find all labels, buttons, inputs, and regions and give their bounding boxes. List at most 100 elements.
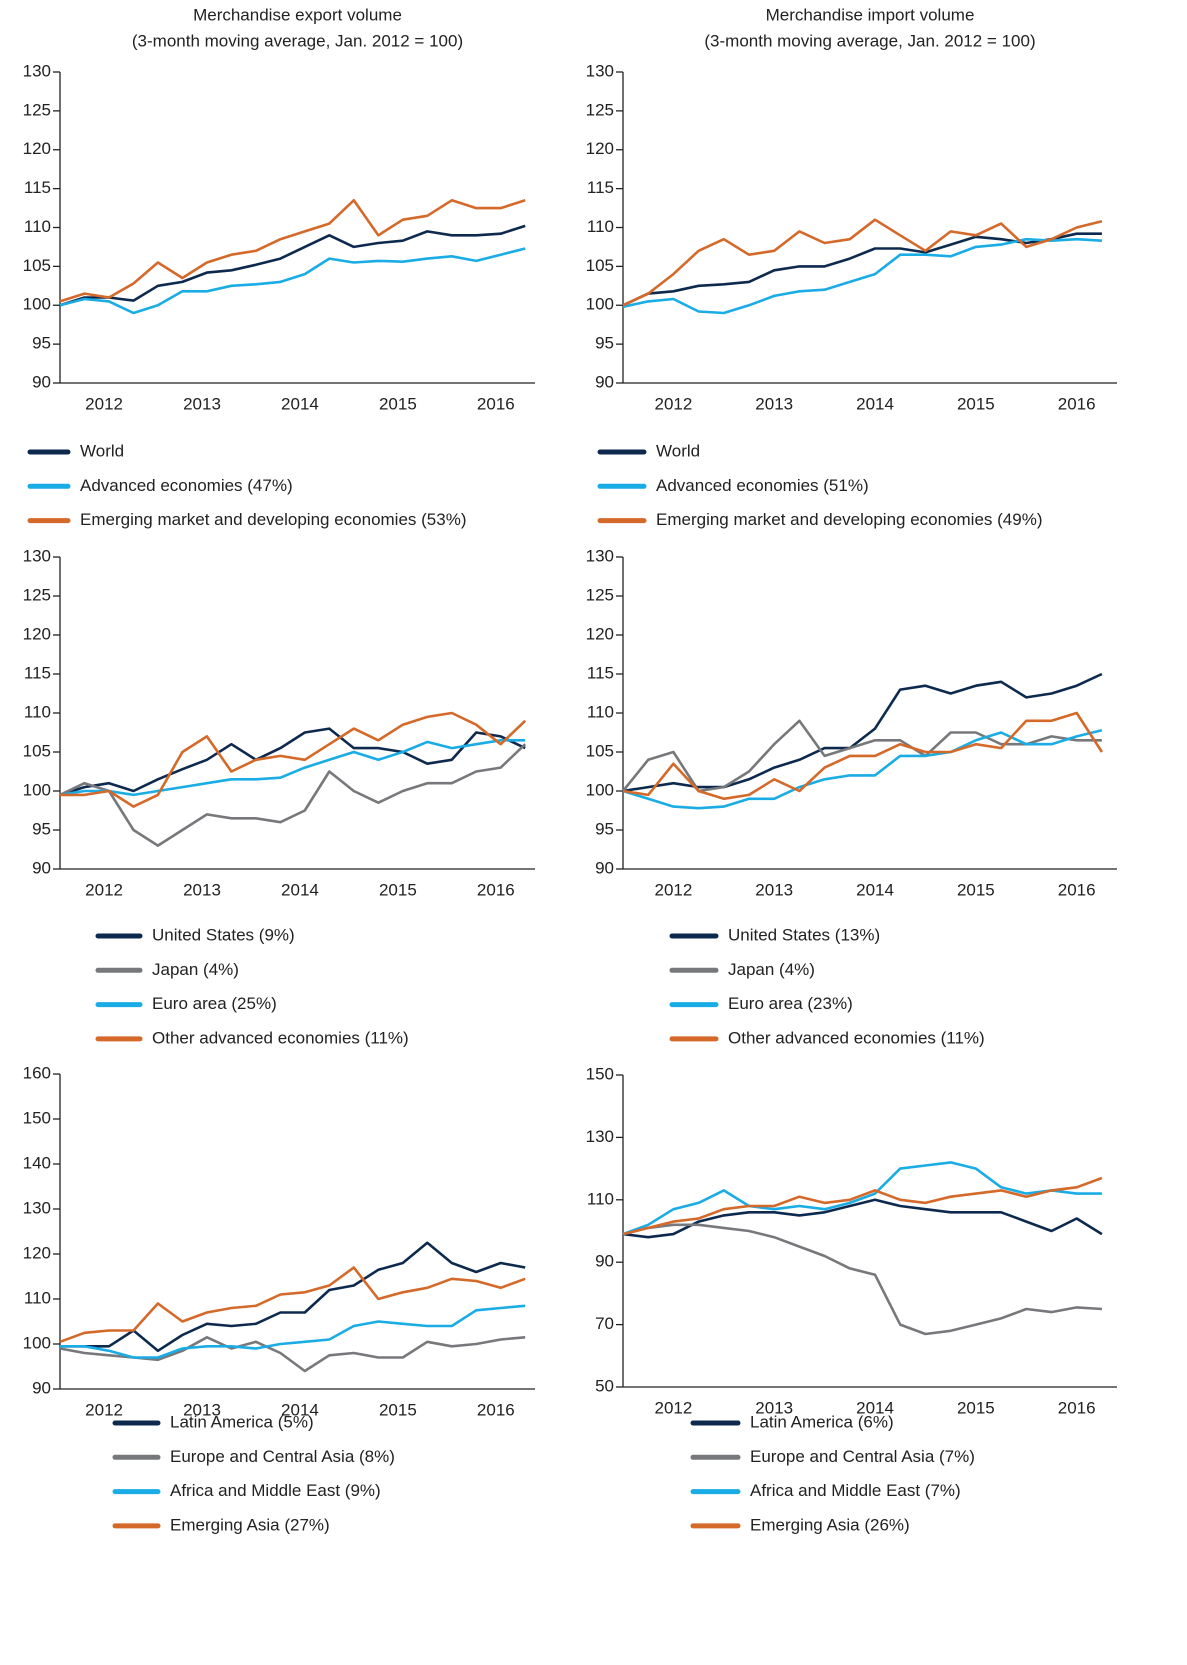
x-tick-label: 2015 bbox=[379, 880, 417, 899]
y-tick-label: 115 bbox=[24, 663, 51, 682]
legend-label: Euro area (23%) bbox=[728, 994, 853, 1013]
y-tick-label: 115 bbox=[587, 178, 614, 197]
series-line bbox=[622, 1161, 1102, 1236]
y-tick-label: 110 bbox=[587, 702, 614, 721]
y-tick-label: 110 bbox=[587, 1189, 614, 1208]
legend-label: Emerging market and developing economies… bbox=[656, 510, 1042, 529]
series-line bbox=[59, 224, 526, 307]
x-tick-label: 2012 bbox=[654, 880, 692, 899]
x-tick-label: 2012 bbox=[654, 1398, 692, 1417]
y-tick-label: 130 bbox=[23, 1198, 51, 1217]
legend-label: United States (13%) bbox=[728, 925, 880, 944]
y-tick-label: 90 bbox=[32, 372, 51, 391]
y-tick-label: 150 bbox=[586, 1064, 614, 1083]
series-line bbox=[59, 743, 527, 847]
y-tick-label: 140 bbox=[23, 1153, 51, 1172]
y-tick-label: 105 bbox=[586, 741, 614, 760]
x-tick-label: 2014 bbox=[856, 394, 894, 413]
y-tick-label: 115 bbox=[24, 178, 51, 197]
x-tick-label: 2014 bbox=[856, 1398, 894, 1417]
y-tick-label: 70 bbox=[595, 1314, 614, 1333]
legend-label: Euro area (25%) bbox=[152, 994, 277, 1013]
series-line bbox=[59, 739, 526, 797]
x-tick-label: 2012 bbox=[85, 880, 123, 899]
legend-label: Europe and Central Asia (7%) bbox=[750, 1447, 975, 1466]
series-line bbox=[60, 1304, 526, 1359]
y-tick-label: 50 bbox=[595, 1376, 614, 1395]
legend-label: Japan (4%) bbox=[728, 960, 815, 979]
legend-label: Latin America (6%) bbox=[750, 1412, 894, 1431]
legend-label: Emerging Asia (27%) bbox=[170, 1515, 330, 1534]
y-tick-label: 130 bbox=[586, 546, 614, 565]
x-tick-label: 2013 bbox=[183, 880, 221, 899]
x-tick-label: 2015 bbox=[379, 1400, 417, 1419]
x-tick-label: 2014 bbox=[281, 880, 319, 899]
y-tick-label: 95 bbox=[32, 819, 51, 838]
x-tick-label: 2014 bbox=[281, 394, 319, 413]
x-tick-label: 2015 bbox=[379, 394, 417, 413]
x-tick-label: 2012 bbox=[85, 1400, 123, 1419]
x-tick-label: 2016 bbox=[1058, 1398, 1096, 1417]
legend-label: World bbox=[656, 441, 700, 460]
y-tick-label: 95 bbox=[595, 819, 614, 838]
y-tick-label: 105 bbox=[23, 741, 51, 760]
x-tick-label: 2015 bbox=[957, 880, 995, 899]
y-tick-label: 110 bbox=[24, 702, 51, 721]
y-tick-label: 90 bbox=[595, 858, 614, 877]
series-line bbox=[622, 237, 1102, 315]
series-line bbox=[59, 727, 526, 797]
legend-label: World bbox=[80, 441, 124, 460]
y-tick-label: 90 bbox=[32, 1378, 51, 1397]
y-tick-label: 130 bbox=[586, 1127, 614, 1146]
y-tick-label: 125 bbox=[23, 100, 51, 119]
chart-title: Merchandise export volume bbox=[193, 5, 402, 24]
y-tick-label: 105 bbox=[23, 256, 51, 275]
x-tick-label: 2016 bbox=[477, 880, 515, 899]
legend-label: Advanced economies (47%) bbox=[80, 476, 293, 495]
legend-label: Africa and Middle East (9%) bbox=[170, 1481, 381, 1500]
x-tick-label: 2015 bbox=[957, 1398, 995, 1417]
y-tick-label: 115 bbox=[587, 663, 614, 682]
legend-label: Europe and Central Asia (8%) bbox=[170, 1447, 395, 1466]
x-tick-label: 2016 bbox=[477, 1400, 515, 1419]
x-tick-label: 2013 bbox=[755, 880, 793, 899]
y-tick-label: 90 bbox=[595, 372, 614, 391]
x-tick-label: 2013 bbox=[183, 1400, 221, 1419]
y-tick-label: 110 bbox=[24, 217, 51, 236]
x-tick-label: 2016 bbox=[1058, 880, 1096, 899]
y-tick-label: 110 bbox=[587, 217, 614, 236]
x-tick-label: 2013 bbox=[183, 394, 221, 413]
y-tick-label: 90 bbox=[595, 1252, 614, 1271]
y-tick-label: 120 bbox=[23, 624, 51, 643]
y-tick-label: 120 bbox=[23, 139, 51, 158]
series-line bbox=[622, 1198, 1103, 1239]
y-tick-label: 125 bbox=[586, 585, 614, 604]
y-tick-label: 105 bbox=[586, 256, 614, 275]
x-tick-label: 2016 bbox=[1058, 394, 1096, 413]
legend-label: Advanced economies (51%) bbox=[656, 476, 869, 495]
y-tick-label: 130 bbox=[23, 61, 51, 80]
y-tick-label: 110 bbox=[24, 1288, 51, 1307]
y-tick-label: 120 bbox=[23, 1243, 51, 1262]
y-tick-label: 100 bbox=[586, 780, 614, 799]
y-tick-label: 100 bbox=[23, 780, 51, 799]
series-line bbox=[59, 247, 526, 315]
series-line bbox=[622, 1176, 1103, 1236]
x-tick-label: 2016 bbox=[477, 394, 515, 413]
legend-label: Emerging market and developing economies… bbox=[80, 510, 466, 529]
y-tick-label: 100 bbox=[586, 295, 614, 314]
x-tick-label: 2012 bbox=[85, 394, 123, 413]
legend-label: Africa and Middle East (7%) bbox=[750, 1481, 961, 1500]
y-tick-label: 90 bbox=[32, 858, 51, 877]
y-tick-label: 95 bbox=[32, 334, 51, 353]
y-tick-label: 125 bbox=[23, 585, 51, 604]
x-tick-label: 2015 bbox=[957, 394, 995, 413]
y-tick-label: 130 bbox=[23, 546, 51, 565]
series-line bbox=[622, 711, 1103, 801]
y-tick-label: 160 bbox=[23, 1063, 51, 1082]
series-line bbox=[621, 719, 1102, 793]
series-line bbox=[60, 1241, 526, 1353]
series-line bbox=[622, 218, 1103, 307]
legend-label: United States (9%) bbox=[152, 925, 295, 944]
